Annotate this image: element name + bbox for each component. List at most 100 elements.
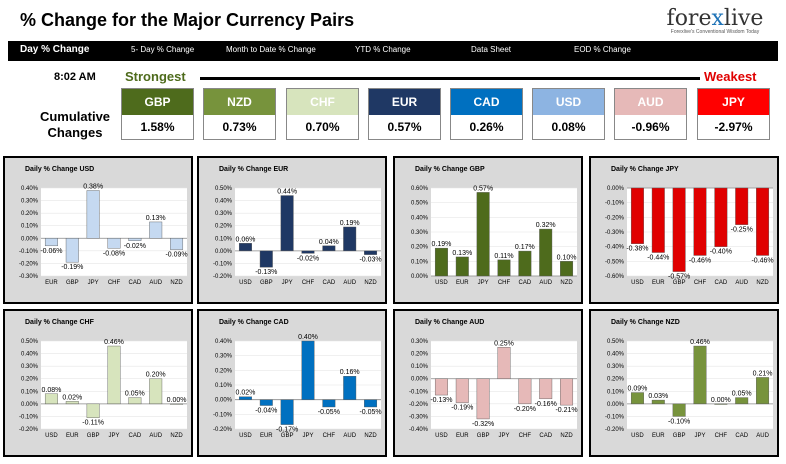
y-tick-label: 0.20% xyxy=(607,377,625,383)
y-tick-label: -0.30% xyxy=(19,274,39,280)
chart-panel-0: Daily % Change USD 0.40% 0.30% 0.20% 0.10% 0.… xyxy=(3,156,193,304)
plot-area xyxy=(235,188,381,276)
data-label: -0.04% xyxy=(255,408,277,415)
currency-box-jpy: JPY -2.97% xyxy=(697,88,770,140)
y-tick-label: 0.20% xyxy=(215,368,233,374)
data-label: 0.46% xyxy=(690,339,710,346)
y-tick-label: 0.30% xyxy=(21,199,39,205)
y-tick-label: 0.00% xyxy=(21,402,39,408)
tab-day-change[interactable]: Day % Change xyxy=(20,44,90,55)
x-tick-label: EUR xyxy=(652,280,665,286)
data-label: -0.38% xyxy=(626,246,648,253)
currency-box-eur: EUR 0.57% xyxy=(368,88,441,140)
currency-box-chf: CHF 0.70% xyxy=(286,88,359,140)
data-label: -0.02% xyxy=(297,255,319,262)
data-label: 0.02% xyxy=(235,390,255,397)
data-label: -0.06% xyxy=(40,248,62,255)
chart-panel-4: Daily % Change CHF 0.50% 0.40% 0.30% 0.20% 0.… xyxy=(3,309,193,457)
bar-jpy xyxy=(301,340,315,400)
chart-title: Daily % Change USD xyxy=(25,166,95,173)
bar-chf xyxy=(301,250,315,254)
currency-name: USD xyxy=(533,89,604,115)
bar-chart: 0.60% 0.50% 0.40% 0.30% 0.20% 0.10% 0.00% 0.19%… xyxy=(411,185,577,286)
cumulative-label-line1: Cumulative xyxy=(39,109,111,124)
x-tick-label: CAD xyxy=(519,280,532,286)
chart-title: Daily % Change JPY xyxy=(611,166,679,173)
y-tick-label: -0.30% xyxy=(409,414,429,420)
y-tick-label: 0.10% xyxy=(215,236,233,242)
data-label: 0.20% xyxy=(146,372,166,379)
bar-eur xyxy=(259,399,273,406)
data-label: -0.10% xyxy=(668,418,690,425)
data-label: 0.10% xyxy=(557,254,577,261)
bar-jpy xyxy=(280,195,294,252)
data-label: 0.21% xyxy=(753,370,773,377)
x-tick-label: USD xyxy=(631,433,644,439)
y-tick-label: -0.10% xyxy=(409,389,429,395)
chart-title: Daily % Change AUD xyxy=(415,319,485,326)
tab-ytd-change[interactable]: YTD % Change xyxy=(355,45,411,54)
x-tick-label: USD xyxy=(631,280,644,286)
bar-jpy xyxy=(86,190,100,239)
y-tick-label: 0.10% xyxy=(411,364,429,370)
data-label: -0.13% xyxy=(255,269,277,276)
currency-name: JPY xyxy=(698,89,769,115)
data-label: -0.05% xyxy=(318,409,340,416)
y-tick-label: -0.20% xyxy=(409,402,429,408)
x-tick-label: EUR xyxy=(456,280,469,286)
y-tick-label: 0.00% xyxy=(607,186,625,192)
y-tick-label: -0.20% xyxy=(213,427,233,433)
bar-usd xyxy=(434,247,448,277)
data-label: 0.25% xyxy=(494,340,514,347)
x-tick-label: USD xyxy=(239,433,252,439)
x-tick-label: JPY xyxy=(282,280,293,286)
chart-title: Daily % Change GBP xyxy=(415,166,485,173)
data-label: 0.13% xyxy=(452,250,472,257)
bar-usd xyxy=(630,392,644,405)
bar-nzd xyxy=(170,238,184,250)
y-tick-label: -0.10% xyxy=(605,201,625,207)
currency-value: 0.26% xyxy=(469,120,504,134)
y-tick-label: 0.10% xyxy=(215,383,233,389)
data-label: 0.19% xyxy=(431,241,451,248)
bar-cad xyxy=(735,397,749,405)
x-tick-label: AUD xyxy=(343,433,356,439)
y-tick-label: 0.30% xyxy=(21,364,39,370)
y-tick-label: -0.10% xyxy=(19,414,39,420)
data-label: -0.46% xyxy=(689,257,711,264)
bar-chf xyxy=(322,399,336,408)
data-label: 0.05% xyxy=(732,391,752,398)
y-tick-label: 0.30% xyxy=(411,230,429,236)
bar-usd xyxy=(44,393,58,405)
x-tick-label: CAD xyxy=(129,280,142,286)
data-label: -0.08% xyxy=(103,250,125,257)
tab-data-sheet[interactable]: Data Sheet xyxy=(471,45,512,54)
x-tick-label: EUR xyxy=(652,433,665,439)
data-label: 0.06% xyxy=(235,236,255,243)
page-title: % Change for the Major Currency Pairs xyxy=(20,10,355,30)
x-tick-label: NZD xyxy=(560,280,573,286)
data-label: 0.00% xyxy=(167,397,187,404)
x-tick-label: EUR xyxy=(45,280,58,286)
bar-cad xyxy=(518,250,532,277)
y-tick-label: -0.20% xyxy=(19,427,39,433)
x-tick-label: AUD xyxy=(149,433,162,439)
currency-box-aud: AUD -0.96% xyxy=(614,88,687,140)
bar-jpy xyxy=(693,345,707,405)
bar-eur xyxy=(651,399,665,405)
y-tick-label: -0.60% xyxy=(605,274,625,280)
currency-box-usd: USD 0.08% xyxy=(532,88,605,140)
data-label: 0.38% xyxy=(83,184,103,191)
bar-cad xyxy=(714,187,728,247)
bar-chf xyxy=(693,187,707,256)
y-tick-label: -0.20% xyxy=(605,215,625,221)
data-label: 0.00% xyxy=(711,397,731,404)
bar-chf xyxy=(107,238,121,249)
data-label: -0.19% xyxy=(61,264,83,271)
y-tick-label: 0.20% xyxy=(411,245,429,251)
tab-5-day-change[interactable]: 5- Day % Change xyxy=(131,45,195,54)
forexlive-logo[interactable]: forexlive Forexlive's Conventional Wisdo… xyxy=(655,6,775,40)
tab-eod-change[interactable]: EOD % Change xyxy=(574,45,631,54)
x-tick-label: CHF xyxy=(519,433,532,439)
tab-month-to-date-change[interactable]: Month to Date % Change xyxy=(226,45,316,54)
